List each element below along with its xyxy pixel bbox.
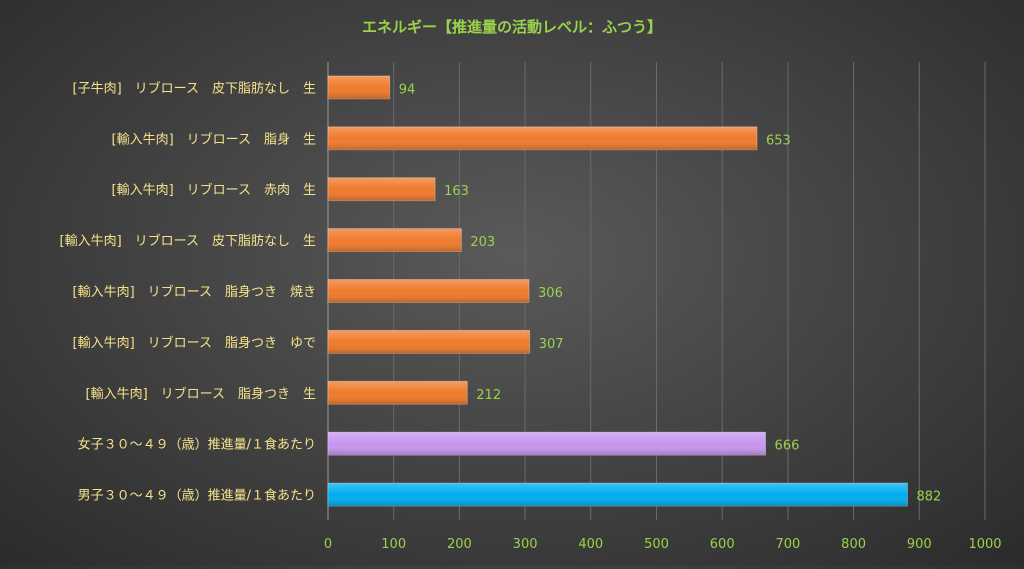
x-tick-label: 1000 <box>968 537 1001 552</box>
category-labels: [子牛肉] リブロース 皮下脂肪なし 生 [輸入牛肉] リブロース 脂身 生 [輸入… <box>60 80 317 503</box>
x-tick-label: 0 <box>324 537 332 552</box>
category-label: [輸入牛肉] リブロース 脂身つき ゆで <box>73 335 317 351</box>
value-label: 212 <box>476 388 501 403</box>
x-tick-label: 600 <box>710 537 735 552</box>
x-tick-label: 100 <box>381 537 406 552</box>
category-label: [輸入牛肉] リブロース 脂身 生 <box>112 131 317 147</box>
bar-shade <box>328 279 530 303</box>
bars <box>327 75 908 507</box>
x-tick-label: 900 <box>907 537 932 552</box>
category-label: 男子３０～４９（歳）推進量/１食あたり <box>78 488 316 504</box>
x-tick-label: 700 <box>775 537 800 552</box>
x-tick-labels: 0 100 200 300 400 500 600 700 800 900 1000 <box>324 537 1002 552</box>
bar-shade <box>328 432 766 456</box>
x-tick-label: 300 <box>513 537 538 552</box>
bar-shade <box>328 75 390 99</box>
bar-shade <box>328 228 462 252</box>
category-label: [輸入牛肉] リブロース 脂身つき 焼き <box>73 284 317 300</box>
category-label: 女子３０～４９（歳）推進量/１食あたり <box>78 437 316 453</box>
value-label: 306 <box>538 286 563 301</box>
value-label: 666 <box>775 439 800 454</box>
category-label: [輸入牛肉] リブロース 脂身つき 生 <box>86 386 317 402</box>
value-label: 163 <box>444 184 469 199</box>
bar-shade <box>328 330 530 354</box>
value-label: 203 <box>470 235 495 250</box>
bar-shade <box>328 177 436 201</box>
value-label: 94 <box>399 82 416 97</box>
category-label: [輸入牛肉] リブロース 赤肉 生 <box>112 182 317 198</box>
x-tick-label: 800 <box>841 537 866 552</box>
bar-shade <box>328 483 908 507</box>
category-label: [子牛肉] リブロース 皮下脂肪なし 生 <box>73 80 317 96</box>
value-labels: 94 653 163 203 306 307 212 666 882 <box>399 82 942 504</box>
value-label: 882 <box>916 490 941 505</box>
x-tick-label: 500 <box>644 537 669 552</box>
chart-title: エネルギー【推進量の活動レベル：ふつう】 <box>362 18 662 36</box>
value-label: 307 <box>539 337 564 352</box>
bar-shade <box>328 126 758 150</box>
category-label: [輸入牛肉] リブロース 皮下脂肪なし 生 <box>60 233 317 249</box>
value-label: 653 <box>766 133 791 148</box>
x-tick-label: 400 <box>578 537 603 552</box>
bar-shade <box>328 381 468 405</box>
x-tick-label: 200 <box>447 537 472 552</box>
